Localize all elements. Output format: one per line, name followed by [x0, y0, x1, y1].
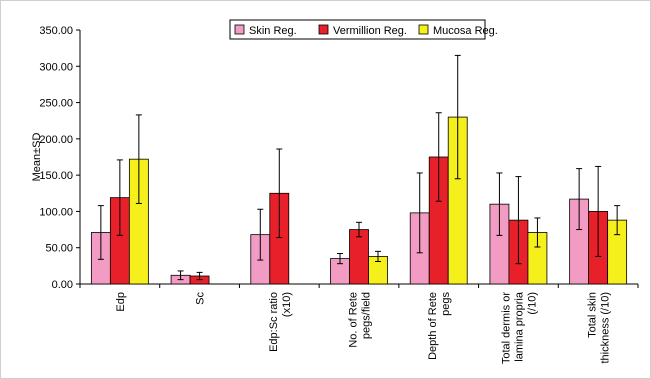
x-category-label-line: Depth of Rete — [427, 292, 439, 360]
x-category-label-line: Edp:Sc ratio — [268, 292, 280, 352]
legend-label: Skin Reg. — [249, 25, 297, 37]
x-category-label-line: thickness (/10) — [600, 292, 612, 364]
x-category-label: Total skinthickness (/10) — [587, 292, 612, 364]
y-tick-label: 100.00 — [39, 206, 73, 218]
y-tick-label: 150.00 — [39, 170, 73, 182]
x-category-label-line: Sc — [195, 292, 207, 305]
x-category-label-line: Total dermis or — [500, 292, 512, 364]
x-category-label-line: Edp — [115, 292, 127, 312]
legend-swatch — [418, 24, 429, 35]
legend-swatch — [318, 24, 329, 35]
x-category-label: Edp:Sc ratio(x10) — [268, 292, 293, 352]
x-category-label: No. of Retepegs/field — [348, 292, 373, 348]
x-category-label-line: lamina propria — [513, 291, 525, 362]
x-category-label: Sc — [195, 292, 207, 305]
y-tick-label: 50.00 — [45, 243, 73, 255]
y-tick-label: 350.00 — [39, 25, 73, 37]
x-category-label: Depth of Retepegs — [427, 292, 452, 360]
y-tick-label: 250.00 — [39, 98, 73, 110]
y-tick-label: 200.00 — [39, 134, 73, 146]
y-tick-label: 0.00 — [52, 279, 73, 291]
legend-label: Mucosa Reg. — [433, 25, 498, 37]
x-category-label-line: (/10) — [526, 292, 538, 315]
bar-vermillion-reg--3 — [349, 229, 369, 285]
legend-label: Vermillion Reg. — [333, 25, 407, 37]
x-category-label-line: pegs — [440, 292, 452, 316]
x-category-label-line: Total skin — [587, 292, 599, 338]
legend-swatch — [234, 24, 245, 35]
x-category-label-line: No. of Rete — [348, 292, 360, 348]
x-category-label-line: (x10) — [281, 292, 293, 317]
x-category-label-line: pegs/field — [361, 292, 373, 339]
x-category-label: Total dermis orlamina propria(/10) — [500, 291, 538, 364]
x-category-label: Edp — [115, 292, 127, 312]
y-tick-label: 300.00 — [39, 61, 73, 73]
y-axis-title: Mean±SD — [31, 133, 43, 182]
